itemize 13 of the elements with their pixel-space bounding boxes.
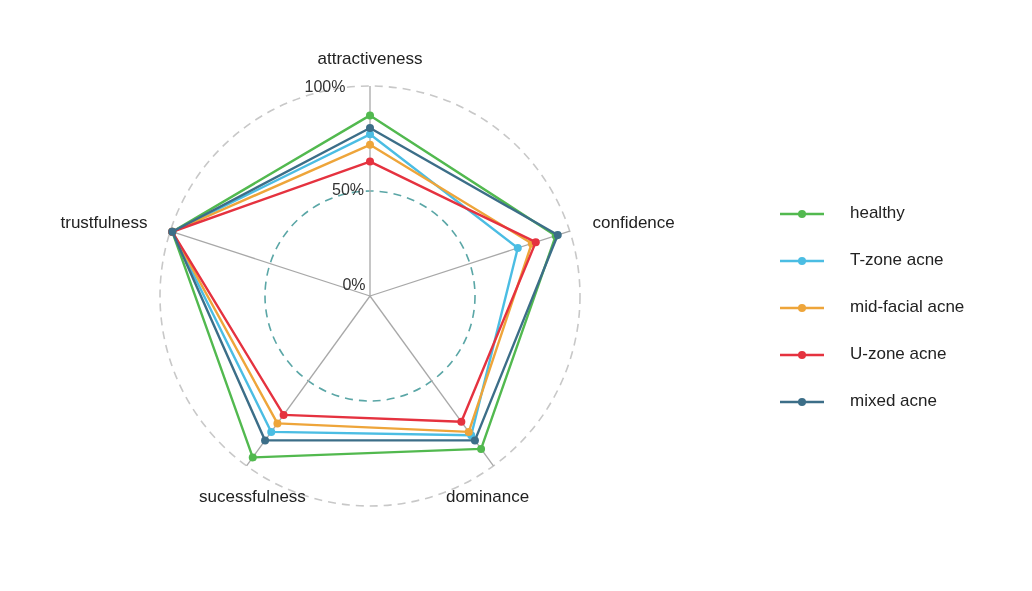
y-tick-label: 100%	[304, 78, 346, 95]
spoke-label: trustfulness	[60, 213, 148, 233]
y-tick-label: 50%	[331, 181, 365, 198]
spoke-label: dominance	[445, 486, 530, 506]
legend-label: mixed acne	[850, 391, 937, 411]
legend-label: T-zone acne	[850, 250, 944, 270]
y-tick-label: 0%	[342, 276, 366, 293]
spoke-label: confidence	[592, 213, 675, 233]
legend-label: healthy	[850, 203, 906, 223]
legend-label: U-zone acne	[850, 344, 947, 364]
spoke-label: sucessfulness	[199, 486, 306, 506]
spoke-label: attractiveness	[317, 49, 423, 69]
legend-label: mid-facial acne	[850, 297, 965, 317]
